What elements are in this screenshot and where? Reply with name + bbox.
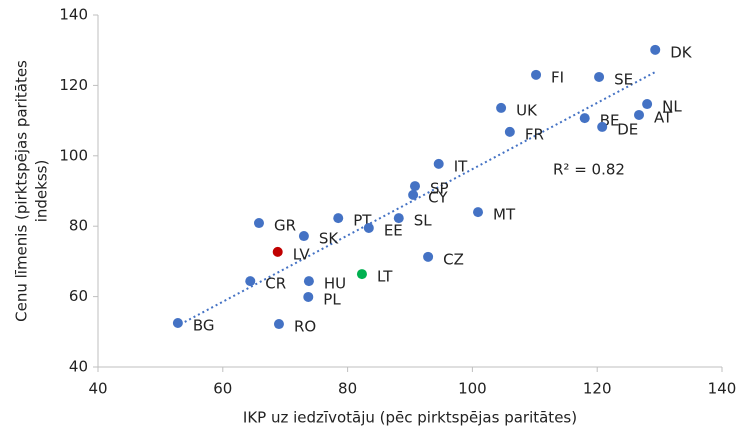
y-tick-label: 40 bbox=[69, 358, 88, 376]
point-label: RO bbox=[294, 318, 316, 336]
point bbox=[303, 291, 314, 302]
point-label: SL bbox=[414, 212, 433, 230]
point bbox=[473, 207, 484, 218]
point-label: HU bbox=[324, 275, 346, 293]
point bbox=[642, 99, 653, 110]
point-label: FI bbox=[551, 68, 564, 86]
point bbox=[634, 109, 645, 120]
point bbox=[433, 158, 444, 169]
point-label: IT bbox=[454, 157, 468, 175]
point bbox=[363, 222, 374, 233]
y-tick-label: 120 bbox=[59, 76, 88, 94]
point bbox=[650, 44, 661, 55]
point-label: CZ bbox=[443, 250, 464, 268]
point bbox=[393, 213, 404, 224]
point bbox=[333, 213, 344, 224]
x-tick-label: 40 bbox=[88, 380, 107, 398]
point-label: AT bbox=[654, 108, 673, 126]
point-label: CR bbox=[265, 275, 286, 293]
point-label: NL bbox=[662, 98, 682, 116]
annotation: R² = 0.82 bbox=[553, 161, 625, 179]
point-label: CY bbox=[428, 188, 448, 206]
point-label: SE bbox=[614, 70, 633, 88]
point-label: LV bbox=[293, 245, 311, 263]
point-label: MT bbox=[493, 206, 516, 224]
point bbox=[408, 189, 419, 200]
point bbox=[594, 71, 605, 82]
point-label: DK bbox=[670, 43, 693, 61]
x-tick-label: 120 bbox=[583, 380, 612, 398]
x-tick-label: 140 bbox=[708, 380, 737, 398]
point-label: PL bbox=[323, 290, 341, 308]
y-tick-label: 100 bbox=[59, 146, 88, 164]
point bbox=[303, 276, 314, 287]
x-tick-label: 60 bbox=[213, 380, 232, 398]
y-tick-label: 80 bbox=[69, 217, 88, 235]
x-tick-label: 80 bbox=[338, 380, 357, 398]
point bbox=[409, 181, 420, 192]
point-label: GR bbox=[274, 217, 296, 235]
point-label: FR bbox=[525, 125, 544, 143]
point-label: EE bbox=[384, 221, 403, 239]
point-label: BG bbox=[193, 317, 215, 335]
point bbox=[597, 121, 608, 132]
point bbox=[172, 318, 183, 328]
point bbox=[273, 319, 284, 330]
point bbox=[356, 269, 367, 280]
y-axis-label: indekss) bbox=[33, 160, 51, 223]
point bbox=[245, 276, 256, 287]
point-label: SK bbox=[319, 230, 340, 248]
x-axis-label: IKP uz iedzīvotāju (pēc pirktspējas pari… bbox=[243, 409, 577, 427]
point bbox=[531, 69, 542, 80]
y-tick-label: 60 bbox=[69, 287, 88, 305]
point bbox=[579, 113, 590, 124]
y-axis-label: Cenu līmenis (pirktspējas paritātes bbox=[13, 60, 31, 322]
point bbox=[272, 246, 283, 257]
point bbox=[504, 126, 515, 137]
point bbox=[253, 218, 264, 229]
point-label: SP bbox=[430, 180, 449, 198]
y-tick-label: 140 bbox=[59, 6, 88, 24]
point-label: UK bbox=[516, 101, 538, 119]
point-label: LT bbox=[377, 268, 393, 286]
point bbox=[298, 231, 309, 242]
x-tick-label: 100 bbox=[458, 380, 487, 398]
point bbox=[423, 251, 434, 262]
trendline bbox=[184, 71, 656, 323]
point-label: DE bbox=[617, 120, 638, 138]
point bbox=[496, 102, 507, 113]
